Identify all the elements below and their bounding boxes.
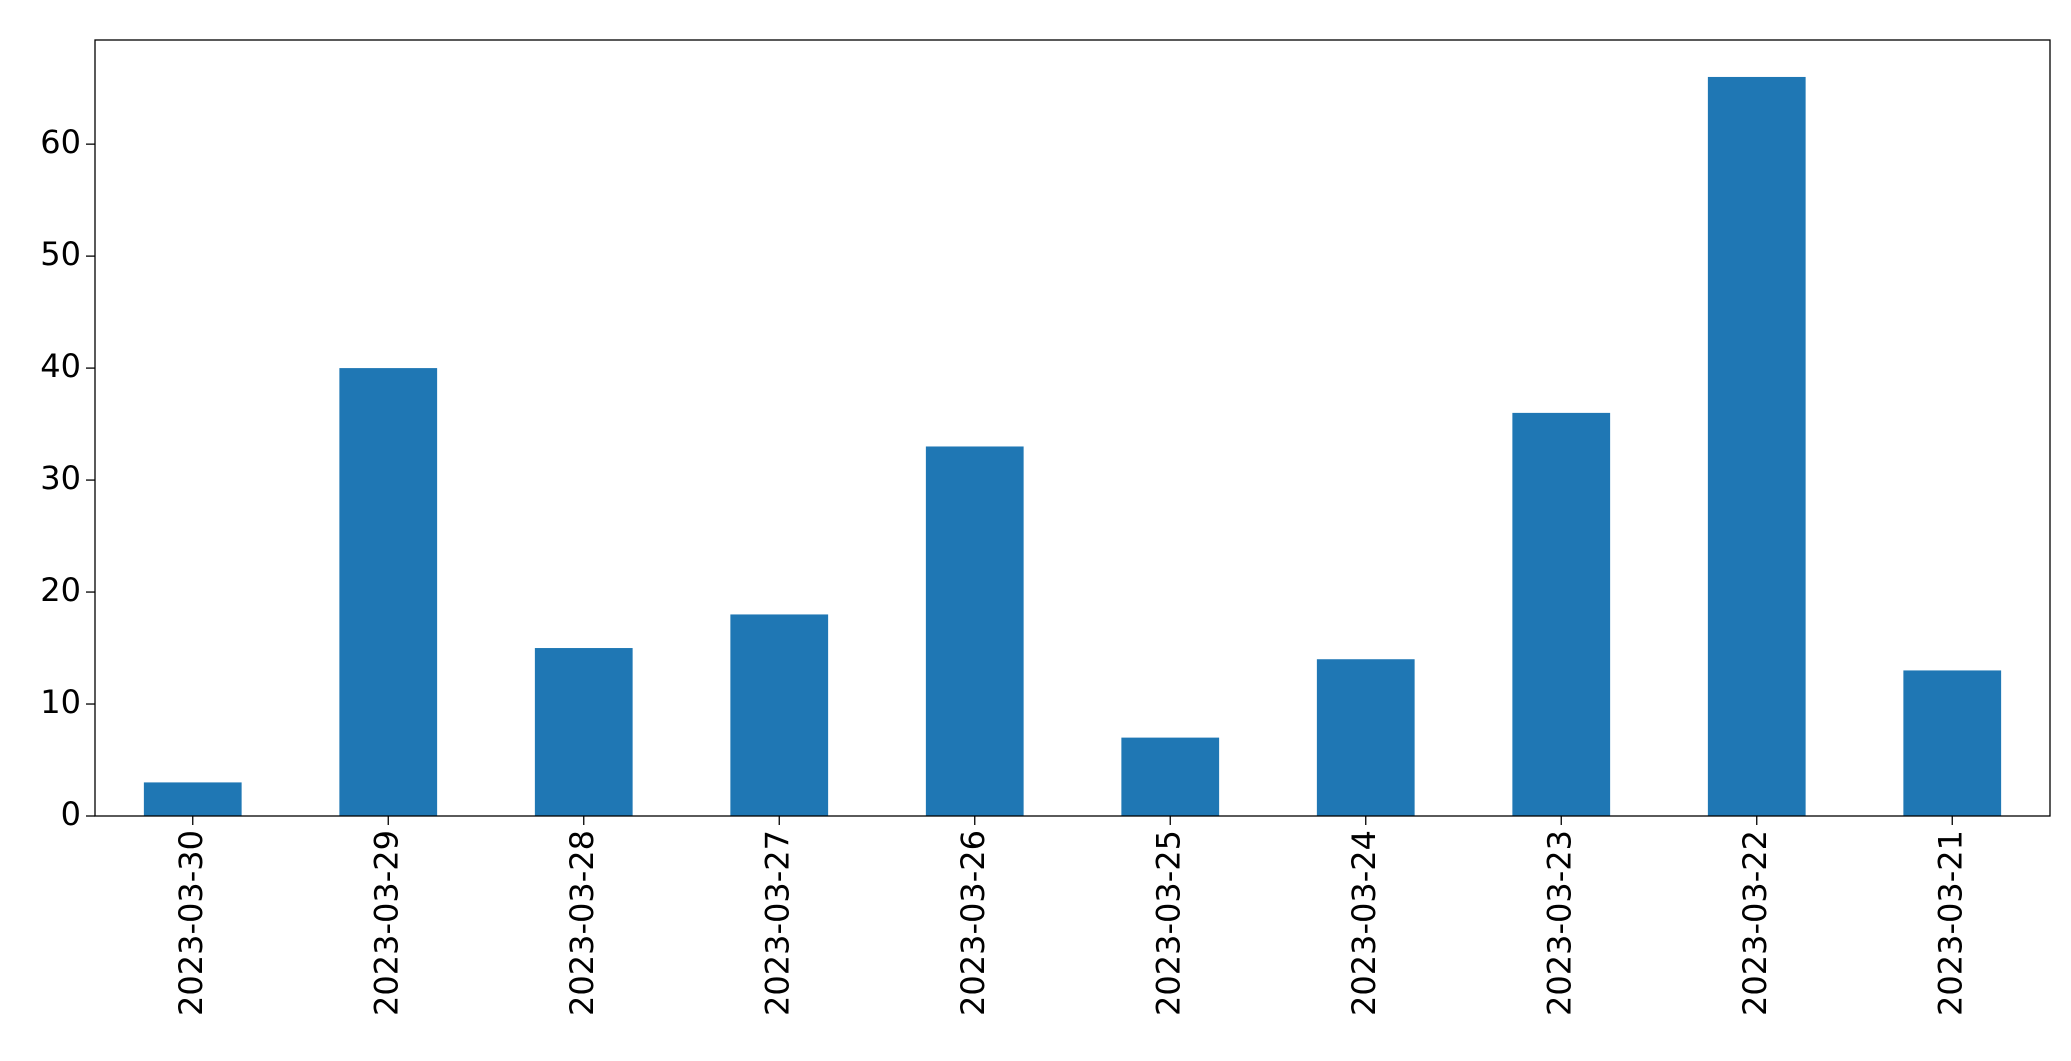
x-tick-label: 2023-03-24 <box>1345 830 1383 1016</box>
y-tick-label: 50 <box>40 235 81 273</box>
bar <box>534 648 633 816</box>
x-tick-label: 2023-03-21 <box>1931 830 1969 1016</box>
bar <box>339 368 438 816</box>
y-tick-label: 40 <box>40 347 81 385</box>
bar <box>1316 659 1415 816</box>
x-tick-label: 2023-03-30 <box>172 830 210 1016</box>
y-tick-label: 30 <box>40 459 81 497</box>
x-tick-label: 2023-03-26 <box>954 830 992 1016</box>
plot-frame <box>94 39 2051 817</box>
x-tick-label: 2023-03-29 <box>367 830 405 1016</box>
y-tick-label: 10 <box>40 683 81 721</box>
bar <box>1512 412 1611 816</box>
x-tick-label: 2023-03-27 <box>758 830 796 1016</box>
x-tick-label: 2023-03-28 <box>563 830 601 1016</box>
y-tick-label: 20 <box>40 571 81 609</box>
y-tick-label: 60 <box>40 123 81 161</box>
bar <box>1707 76 1806 816</box>
bar <box>925 446 1024 816</box>
bar <box>730 614 829 816</box>
bar <box>1121 737 1220 816</box>
bar <box>143 782 242 816</box>
x-tick-label: 2023-03-23 <box>1540 830 1578 1016</box>
x-tick-label: 2023-03-25 <box>1149 830 1187 1016</box>
x-tick-label: 2023-03-22 <box>1736 830 1774 1016</box>
y-tick-label: 0 <box>61 795 81 833</box>
bar <box>1903 670 2002 816</box>
